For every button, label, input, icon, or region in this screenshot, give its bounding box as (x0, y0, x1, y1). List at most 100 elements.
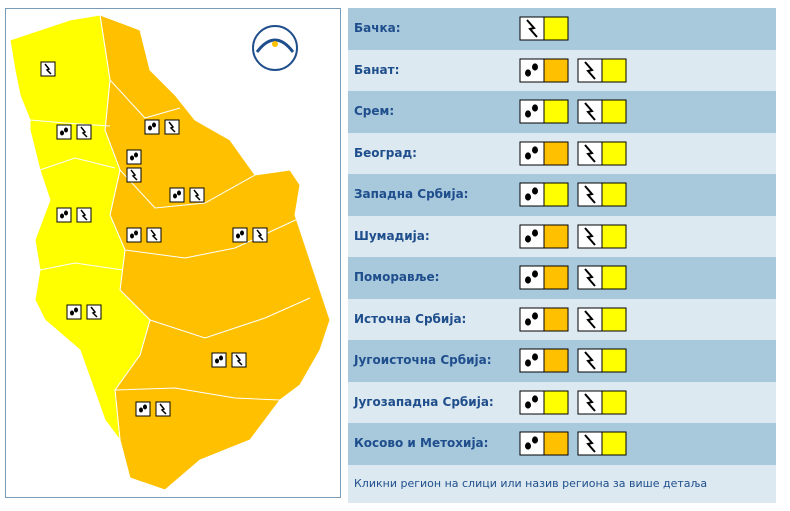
drop (525, 317, 531, 326)
warning-thunder (577, 182, 627, 207)
warning-icons (519, 141, 627, 165)
warning-icons (519, 99, 627, 124)
warning-thunder (577, 141, 627, 165)
bolt (584, 392, 596, 412)
drop (532, 62, 538, 71)
icon-symbol-box (519, 431, 545, 456)
warning-rain (519, 390, 569, 414)
icon-symbol-box (519, 58, 545, 82)
icon-level-box (601, 390, 627, 414)
region-name[interactable]: Банат: (354, 62, 400, 77)
bolt (584, 268, 596, 287)
map (5, 8, 341, 498)
icon-symbol-box (519, 141, 545, 165)
region-name[interactable]: Београд: (354, 145, 417, 160)
icon-level-box (601, 141, 627, 165)
warning-icons (519, 390, 627, 414)
warning-icons (519, 16, 569, 41)
region-row: Бачка: (348, 8, 776, 50)
warning-icons (519, 431, 627, 456)
drop (532, 311, 538, 320)
region-row: Банат: (348, 49, 776, 91)
warning-icons (519, 224, 627, 248)
region-name[interactable]: Бачка: (354, 21, 401, 35)
drop (525, 400, 531, 409)
region-row: Југозападна Србија: (348, 381, 776, 423)
bolt (584, 434, 596, 453)
region-row: Поморавље: (348, 257, 776, 299)
drop (532, 187, 538, 195)
warning-icons (519, 307, 627, 331)
icon-level-box (601, 58, 627, 82)
region-name[interactable]: Срем: (354, 104, 395, 118)
drop (525, 110, 531, 118)
region-name[interactable]: Источна Србија: (354, 311, 467, 326)
icon-level-box (543, 390, 569, 414)
warning-thunder (577, 265, 627, 290)
icon-level-box (543, 348, 569, 373)
bolt (584, 226, 596, 246)
drop (532, 270, 538, 278)
warning-thunder (577, 307, 627, 331)
region-name[interactable]: Косово и Метохија: (354, 436, 489, 450)
drop (532, 145, 538, 154)
bolt (584, 309, 596, 329)
warning-rain (519, 265, 569, 290)
warning-thunder (577, 58, 627, 82)
icon-symbol-box (519, 265, 545, 290)
icon-level-box (543, 265, 569, 290)
region-name[interactable]: Шумадија: (354, 228, 430, 243)
region-row: Западна Србија: (348, 174, 776, 216)
icon-level-box (601, 431, 627, 456)
icon-level-box (601, 348, 627, 373)
warning-rain (519, 58, 569, 82)
region-name[interactable]: Југозападна Србија: (354, 394, 494, 409)
drop (532, 436, 538, 444)
region-name[interactable]: Југоисточна Србија: (354, 353, 492, 367)
icon-level-box (543, 141, 569, 165)
icon-level-box (543, 99, 569, 124)
warning-rain (519, 182, 569, 207)
warning-thunder (577, 224, 627, 248)
bolt (584, 143, 596, 163)
footer: Кликни регион на слици или назив региона… (348, 464, 776, 503)
drop (525, 234, 531, 243)
icon-level-box (601, 182, 627, 207)
icon-symbol-box (519, 307, 545, 331)
bolt (584, 185, 596, 204)
drop (532, 228, 538, 237)
warning-icons (519, 348, 627, 373)
drop (532, 353, 538, 361)
borders (29, 79, 311, 401)
warning-icons (519, 182, 627, 207)
drop (532, 104, 538, 112)
icon-level-box (601, 99, 627, 124)
warning-thunder (519, 16, 569, 41)
drop (525, 276, 531, 284)
icon-symbol-box (519, 99, 545, 124)
region-row: Срем: (348, 91, 776, 133)
warning-rain (519, 141, 569, 165)
icon-level-box (601, 307, 627, 331)
icon-level-box (543, 58, 569, 82)
drop (532, 394, 538, 403)
bolt (584, 102, 596, 121)
warning-thunder (577, 390, 627, 414)
icon-symbol-box (519, 224, 545, 248)
icon-symbol-box (519, 348, 545, 373)
icon-level-box (543, 431, 569, 456)
icon-level-box (543, 307, 569, 331)
region-row: Југоисточна Србија: (348, 340, 776, 382)
icon-level-box (543, 224, 569, 248)
warning-rain (519, 348, 569, 373)
warning-icons (519, 265, 627, 290)
region-name[interactable]: Западна Србија: (354, 187, 469, 201)
region-row: Београд: (348, 132, 776, 174)
region-name[interactable]: Поморавље: (354, 270, 440, 284)
logo (252, 25, 298, 71)
region-row: Косово и Метохија: (348, 423, 776, 465)
icon-level-box (543, 16, 569, 41)
icon-level-box (601, 265, 627, 290)
icon-symbol-box (519, 390, 545, 414)
